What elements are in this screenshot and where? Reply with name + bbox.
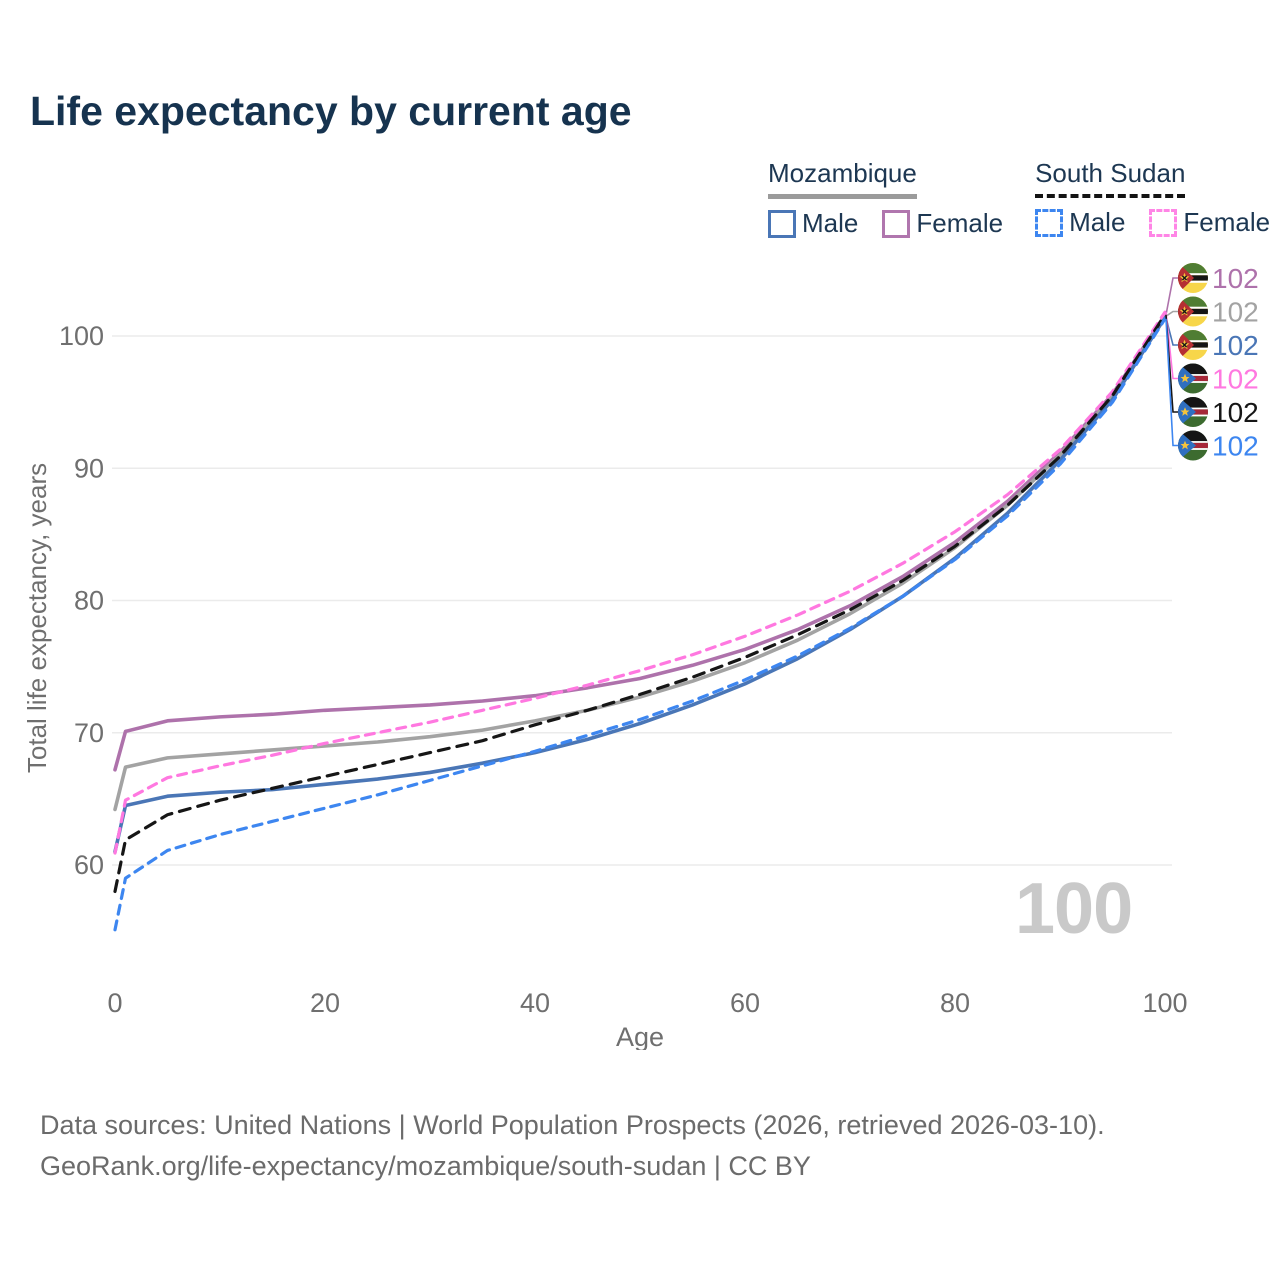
legend: Mozambique Male Female South Sudan Male bbox=[768, 158, 1270, 239]
end-value-label: 102 bbox=[1212, 330, 1259, 361]
series-line-south-sudan-male bbox=[113, 317, 1167, 932]
mozambique-female-swatch-icon bbox=[882, 209, 911, 238]
mozambique-flag-icon bbox=[1178, 296, 1209, 328]
south-sudan-male-swatch-icon bbox=[1035, 208, 1064, 237]
legend-item-mozambique-male[interactable]: Male bbox=[768, 208, 858, 239]
legend-item-south-sudan-female[interactable]: Female bbox=[1149, 207, 1270, 238]
mozambique-flag-icon bbox=[1178, 329, 1209, 361]
south-sudan-flag-icon bbox=[1178, 430, 1209, 462]
y-tick-label: 90 bbox=[74, 453, 104, 483]
legend-item-south-sudan-male[interactable]: Male bbox=[1035, 207, 1125, 238]
mozambique-flag-icon bbox=[1178, 262, 1209, 294]
series-line-mozambique-male bbox=[113, 315, 1167, 854]
end-value-label: 102 bbox=[1212, 297, 1259, 328]
x-tick-label: 20 bbox=[310, 988, 340, 1018]
series-line-mozambique-both bbox=[113, 314, 1167, 812]
age-watermark: 100 bbox=[1015, 869, 1133, 949]
footer-sources: Data sources: United Nations | World Pop… bbox=[40, 1110, 1105, 1140]
leader-line bbox=[1165, 312, 1179, 380]
x-tick-label: 80 bbox=[940, 988, 970, 1018]
series-line-south-sudan-both bbox=[113, 313, 1167, 894]
end-value-label: 102 bbox=[1212, 397, 1259, 428]
leader-line bbox=[1165, 277, 1179, 315]
x-axis-title: Age bbox=[616, 1022, 664, 1050]
y-tick-label: 60 bbox=[74, 850, 104, 880]
legend-header-south-sudan: South Sudan bbox=[1035, 158, 1186, 198]
end-value-label: 102 bbox=[1212, 364, 1259, 395]
series-line-mozambique-female bbox=[113, 313, 1167, 772]
end-value-label: 102 bbox=[1212, 263, 1259, 294]
legend-group-south-sudan: South Sudan Male Female bbox=[1035, 158, 1270, 239]
x-tick-label: 60 bbox=[730, 988, 760, 1018]
y-axis-title: Total life expectancy, years bbox=[22, 463, 52, 773]
footer: Data sources: United Nations | World Pop… bbox=[40, 1105, 1105, 1187]
x-tick-label: 40 bbox=[520, 988, 550, 1018]
line-chart: Total life expectancy, years Age 60 70 80 9… bbox=[22, 250, 1259, 1050]
page-title: Life expectancy by current age bbox=[30, 88, 632, 134]
legend-header-mozambique: Mozambique bbox=[768, 158, 917, 199]
end-value-label: 102 bbox=[1212, 431, 1259, 462]
mozambique-male-swatch-icon bbox=[768, 209, 796, 238]
series-line-south-sudan-female bbox=[113, 310, 1167, 855]
legend-item-mozambique-female[interactable]: Female bbox=[882, 208, 1003, 239]
south-sudan-flag-icon bbox=[1178, 396, 1209, 428]
y-tick-label: 80 bbox=[74, 586, 104, 616]
legend-group-mozambique: Mozambique Male Female bbox=[768, 158, 1003, 239]
south-sudan-flag-icon bbox=[1178, 363, 1209, 395]
footer-url: GeoRank.org/life-expectancy/mozambique/s… bbox=[40, 1151, 811, 1181]
leader-line bbox=[1165, 317, 1179, 346]
leader-line bbox=[1165, 318, 1179, 447]
x-tick-label: 100 bbox=[1142, 988, 1187, 1018]
south-sudan-female-swatch-icon bbox=[1149, 208, 1178, 237]
x-tick-label: 0 bbox=[107, 988, 122, 1018]
y-tick-label: 70 bbox=[74, 718, 104, 748]
leader-line bbox=[1165, 310, 1179, 317]
y-tick-label: 100 bbox=[59, 321, 104, 351]
